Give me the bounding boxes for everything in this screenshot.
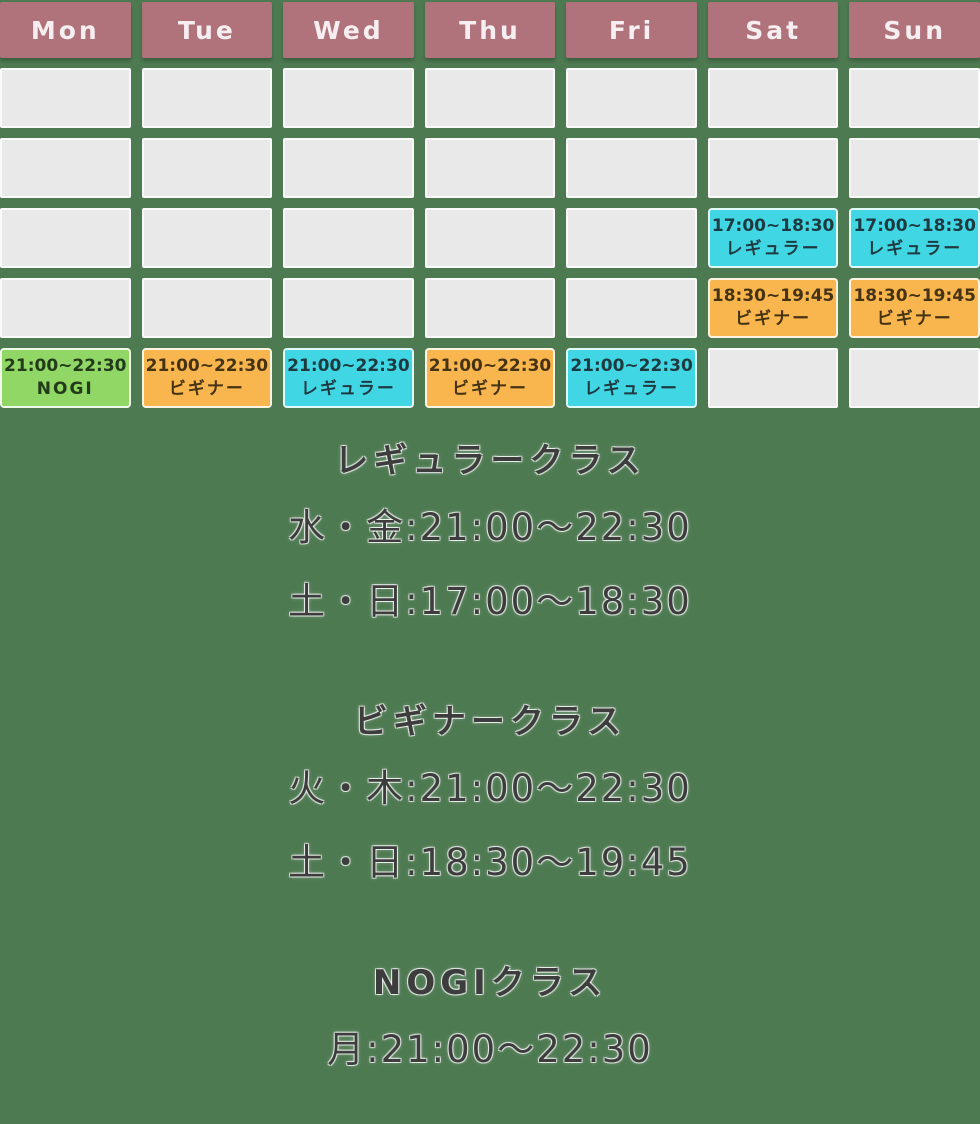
class-cell-sun-beginner: 18:30~19:45 ビギナー (849, 278, 980, 338)
empty-slot-tue-row1 (141, 68, 273, 128)
class-cell-wed-regular: 21:00~22:30 レギュラー (283, 348, 414, 408)
class-name: レギュラー (725, 239, 821, 259)
section-title-beginner: ビギナークラス (353, 702, 627, 742)
class-name: レギュラー (867, 239, 963, 259)
empty-slot-fri-row1 (566, 68, 697, 128)
schedule-line: 火・木:21:00〜22:30 (288, 766, 692, 810)
class-name: レギュラー (584, 379, 680, 399)
schedule-line: 土・日:17:00〜18:30 (288, 579, 692, 623)
class-cell-sun-regular: 17:00~18:30 レギュラー (849, 208, 980, 268)
section-regular-class: レギュラークラス 水・金:21:00〜22:30 土・日:17:00〜18:30 (0, 440, 980, 625)
empty-slot-wed-row2 (283, 138, 414, 198)
schedule-line: 月:21:00〜22:30 (327, 1027, 653, 1071)
empty-slot-sat-row5 (707, 348, 839, 408)
empty-slot-tue-row2 (141, 138, 273, 198)
empty-slot-wed-row4 (283, 278, 414, 338)
empty-slot-thu-row1 (424, 68, 556, 128)
class-cell-mon-nogi: 21:00~22:30 NOGI (0, 348, 131, 408)
empty-slot-sat-row1 (707, 68, 839, 128)
section-title-nogi: NOGIクラス (372, 963, 608, 1003)
empty-slot-sun-row2 (849, 138, 980, 198)
day-header-thu: Thu (424, 2, 556, 58)
empty-slot-mon-row1 (0, 68, 131, 128)
empty-slot-mon-row3 (0, 208, 131, 268)
empty-slot-tue-row3 (141, 208, 273, 268)
section-nogi-class: NOGIクラス 月:21:00〜22:30 (0, 962, 980, 1073)
day-header-fri: Fri (566, 2, 697, 58)
empty-slot-sun-row1 (849, 68, 980, 128)
empty-slot-thu-row2 (424, 138, 556, 198)
class-time: 21:00~22:30 (4, 356, 127, 377)
class-time: 21:00~22:30 (570, 356, 693, 377)
class-name: レギュラー (300, 379, 396, 399)
class-name: NOGI (36, 379, 94, 399)
schedule-legend: レギュラークラス 水・金:21:00〜22:30 土・日:17:00〜18:30… (0, 408, 980, 1073)
class-cell-sat-regular: 17:00~18:30 レギュラー (707, 208, 839, 268)
day-header-tue: Tue (141, 2, 273, 58)
class-time: 18:30~19:45 (853, 286, 976, 307)
section-title-regular: レギュラークラス (334, 441, 646, 481)
class-time: 21:00~22:30 (428, 356, 552, 377)
empty-slot-sat-row2 (707, 138, 839, 198)
empty-slot-sun-row5 (849, 348, 980, 408)
class-time: 17:00~18:30 (853, 216, 976, 237)
schedule-grid: Mon Tue Wed Thu Fri Sat Sun 17:00~18:30 レ… (0, 0, 980, 408)
empty-slot-mon-row4 (0, 278, 131, 338)
class-time: 17:00~18:30 (711, 216, 835, 237)
class-cell-thu-beginner: 21:00~22:30 ビギナー (424, 348, 556, 408)
section-beginner-class: ビギナークラス 火・木:21:00〜22:30 土・日:18:30〜19:45 (0, 701, 980, 886)
class-cell-fri-regular: 21:00~22:30 レギュラー (566, 348, 697, 408)
class-cell-sat-beginner: 18:30~19:45 ビギナー (707, 278, 839, 338)
class-name: ビギナー (735, 309, 812, 329)
empty-slot-wed-row3 (283, 208, 414, 268)
schedule-line: 水・金:21:00〜22:30 (288, 505, 692, 549)
empty-slot-thu-row4 (424, 278, 556, 338)
class-time: 18:30~19:45 (711, 286, 835, 307)
class-cell-tue-beginner: 21:00~22:30 ビギナー (141, 348, 273, 408)
class-name: ビギナー (168, 379, 245, 399)
empty-slot-thu-row3 (424, 208, 556, 268)
empty-slot-fri-row2 (566, 138, 697, 198)
empty-slot-fri-row3 (566, 208, 697, 268)
day-header-sat: Sat (707, 2, 839, 58)
class-name: ビギナー (876, 309, 953, 329)
day-header-mon: Mon (0, 2, 131, 58)
class-time: 21:00~22:30 (145, 356, 269, 377)
schedule-line: 土・日:18:30〜19:45 (288, 840, 692, 884)
empty-slot-tue-row4 (141, 278, 273, 338)
empty-slot-mon-row2 (0, 138, 131, 198)
class-time: 21:00~22:30 (287, 356, 410, 377)
empty-slot-wed-row1 (283, 68, 414, 128)
day-header-wed: Wed (283, 2, 414, 58)
day-header-sun: Sun (849, 2, 980, 58)
empty-slot-fri-row4 (566, 278, 697, 338)
class-name: ビギナー (451, 379, 528, 399)
